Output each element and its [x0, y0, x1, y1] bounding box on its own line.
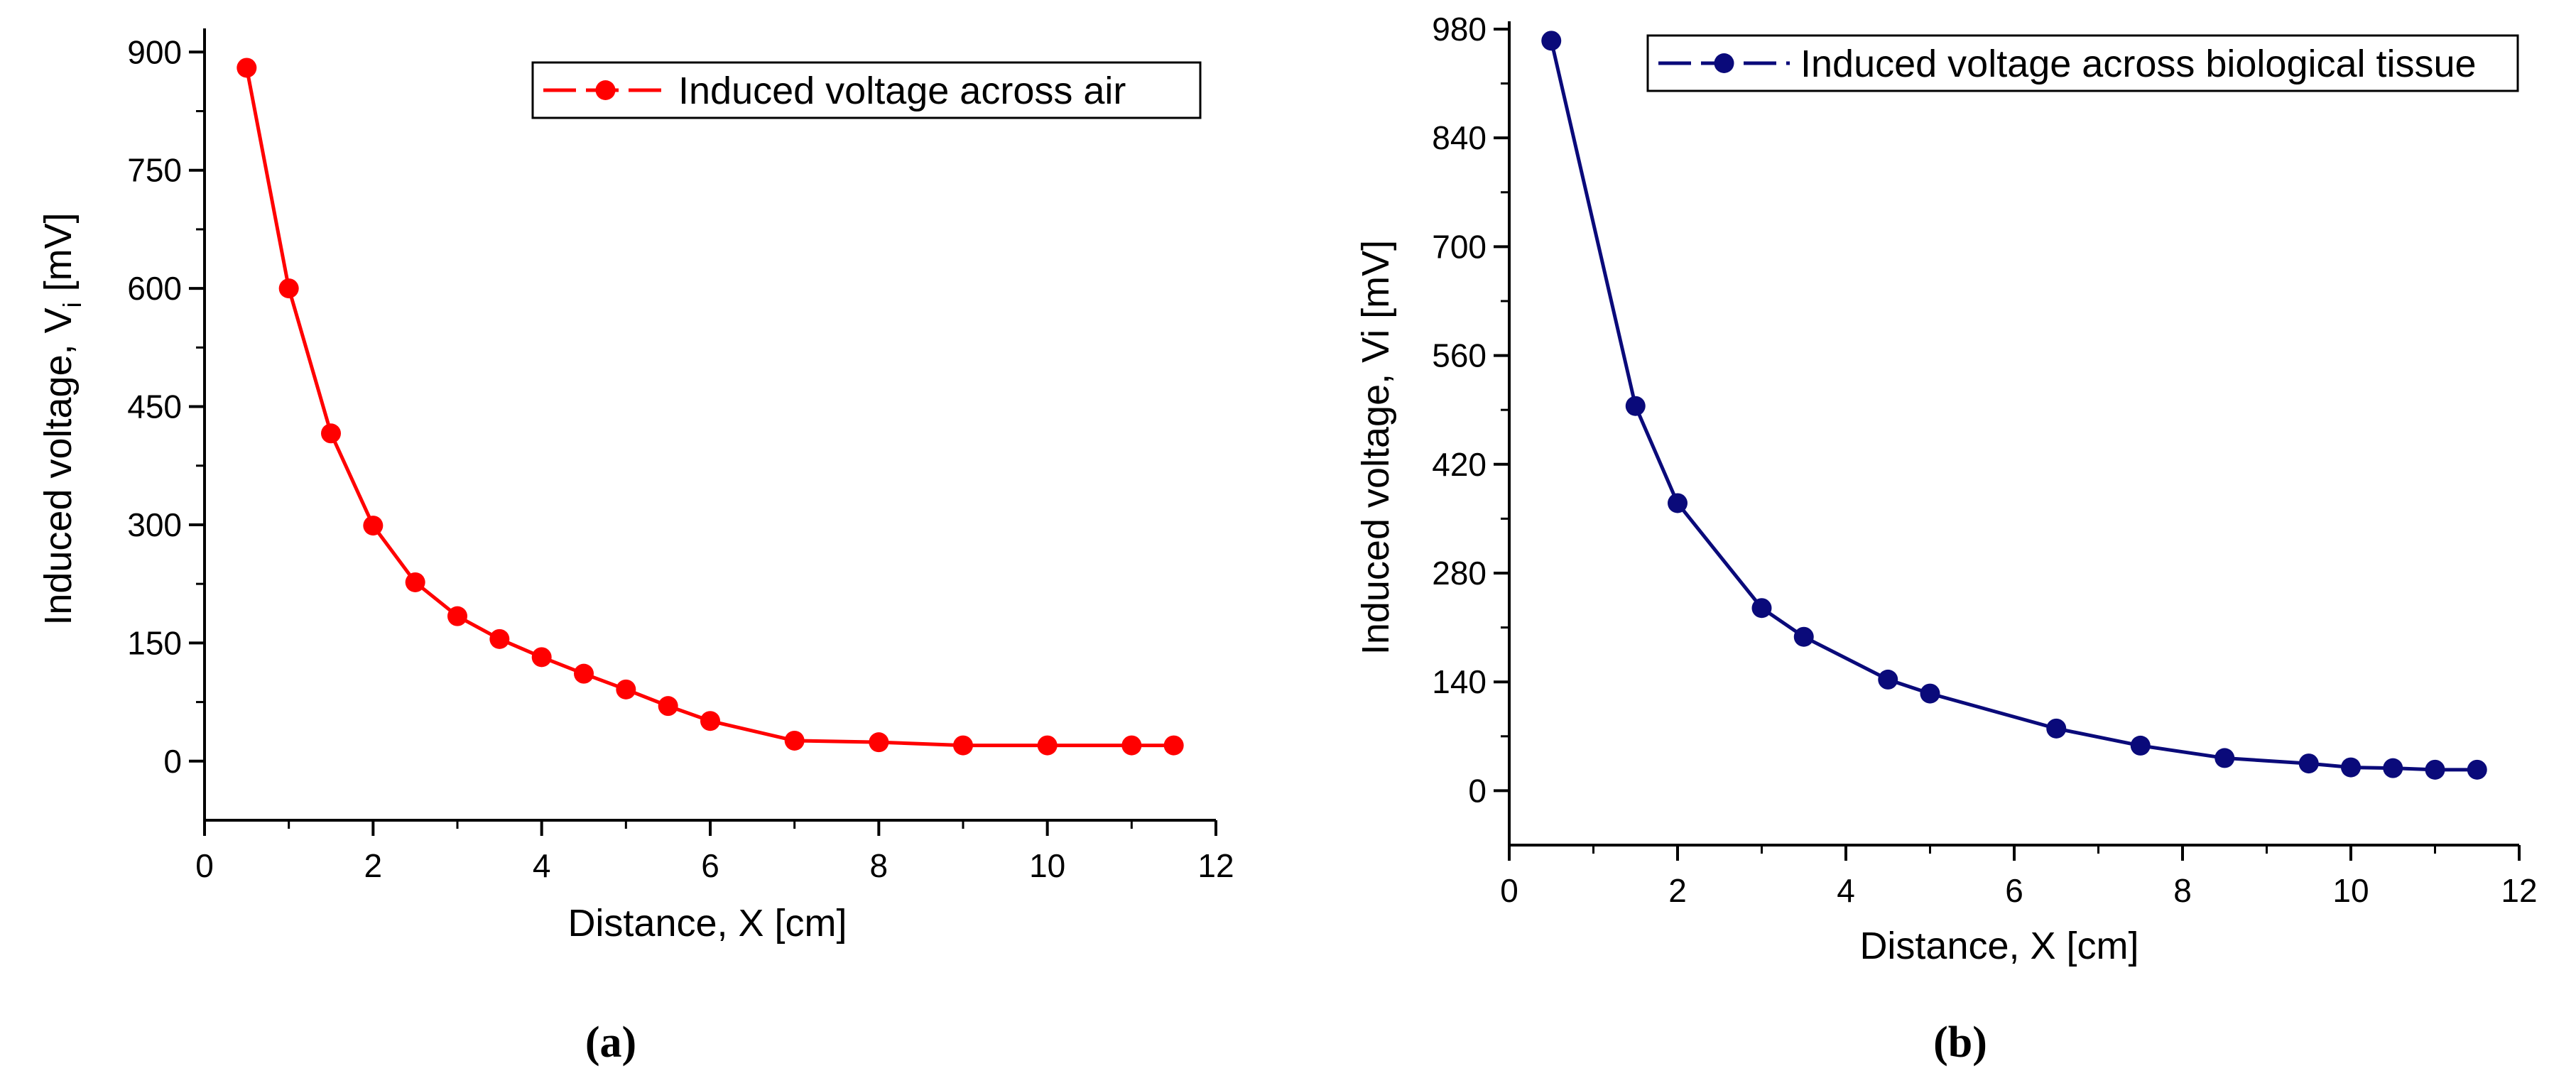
- legend: Induced voltage across air: [531, 61, 1202, 119]
- data-point: [1878, 669, 1898, 690]
- data-point: [2130, 735, 2151, 756]
- y-axis-title: Induced voltage, Vi [mV]: [37, 212, 87, 625]
- data-point: [574, 663, 594, 684]
- x-tick-label: 8: [2173, 872, 2192, 909]
- x-tick-label: 10: [1029, 847, 1065, 884]
- data-point: [700, 711, 720, 731]
- data-point: [447, 606, 467, 626]
- y-tick-label: 420: [1432, 446, 1487, 483]
- y-tick-label: 900: [127, 33, 182, 70]
- chart-a: Induced voltage, Vi [mV] Distance, X [cm…: [37, 28, 1234, 1067]
- y-axis-title: Induced voltage, Vi [mV]: [1354, 240, 1397, 655]
- y-tick-label: 600: [127, 270, 182, 307]
- data-point: [1793, 626, 1814, 647]
- x-tick-label: 12: [2501, 872, 2537, 909]
- data-point: [616, 679, 636, 700]
- x-tick-label: 2: [1668, 872, 1687, 909]
- series-line: [1549, 40, 2477, 772]
- data-point: [2214, 748, 2235, 768]
- y-axis-title-suffix: [mV]: [37, 212, 80, 302]
- data-point: [1668, 493, 1688, 513]
- y-tick-label: 560: [1432, 337, 1487, 374]
- x-tick-label: 2: [364, 847, 383, 884]
- data-point: [784, 730, 805, 751]
- y-tick-label: 700: [1432, 228, 1487, 265]
- data-point: [489, 628, 510, 649]
- legend-frame: [1646, 34, 2519, 92]
- x-tick-label: 4: [1837, 872, 1855, 909]
- data-point: [1541, 31, 1562, 51]
- data-point: [2341, 757, 2361, 778]
- y-tick-label: 750: [127, 152, 182, 189]
- x-tick-label: 10: [2332, 872, 2369, 909]
- x-tick-label: 12: [1197, 847, 1234, 884]
- data-point: [1625, 396, 1646, 416]
- panel-label: (a): [585, 1018, 636, 1067]
- data-point: [658, 696, 678, 717]
- x-axis-title: Distance, X [cm]: [1859, 925, 2138, 967]
- data-point: [2298, 753, 2319, 774]
- y-tick-label: 980: [1432, 11, 1487, 48]
- data-point: [1037, 735, 1058, 756]
- legend: Induced voltage across biological tissue: [1646, 34, 2519, 92]
- legend-label: Induced voltage across air: [678, 70, 1126, 112]
- y-tick-label: 280: [1432, 555, 1487, 592]
- data-point: [363, 516, 384, 536]
- series-line: [244, 67, 1174, 748]
- y-tick-label: 840: [1432, 119, 1487, 156]
- y-tick-label: 150: [127, 624, 182, 661]
- data-point: [953, 735, 973, 756]
- data-point: [531, 647, 552, 668]
- y-tick-label: 300: [127, 506, 182, 543]
- x-tick-label: 4: [533, 847, 551, 884]
- legend-label: Induced voltage across biological tissue: [1800, 43, 2477, 85]
- y-axis-title-subscript: i: [58, 302, 87, 308]
- legend-marker: [595, 80, 616, 100]
- data-point: [1920, 683, 1940, 704]
- data-point: [405, 572, 425, 592]
- x-tick-label: 8: [870, 847, 888, 884]
- data-point: [2046, 718, 2067, 739]
- data-point: [2425, 759, 2445, 780]
- y-tick-label: 0: [163, 743, 182, 780]
- x-axis-title: Distance, X [cm]: [567, 902, 847, 945]
- data-point: [869, 732, 889, 753]
- data-point: [237, 58, 257, 78]
- data-point: [321, 423, 341, 444]
- legend-marker: [1714, 53, 1734, 73]
- data-point: [2467, 759, 2487, 780]
- x-tick-label: 0: [1500, 872, 1518, 909]
- y-tick-label: 450: [127, 388, 182, 425]
- x-tick-label: 6: [2005, 872, 2023, 909]
- panel-label: (b): [1933, 1018, 1987, 1067]
- data-point: [1121, 735, 1142, 756]
- data-point: [1163, 735, 1184, 756]
- data-point: [1751, 598, 1772, 619]
- x-tick-label: 0: [195, 847, 214, 884]
- chart-b: Induced voltage, Vi [mV] Distance, X [cm…: [1354, 11, 2538, 1067]
- x-tick-label: 6: [701, 847, 719, 884]
- data-point: [278, 278, 299, 299]
- data-point: [2383, 758, 2403, 778]
- y-tick-label: 140: [1432, 663, 1487, 700]
- y-tick-label: 0: [1468, 772, 1487, 809]
